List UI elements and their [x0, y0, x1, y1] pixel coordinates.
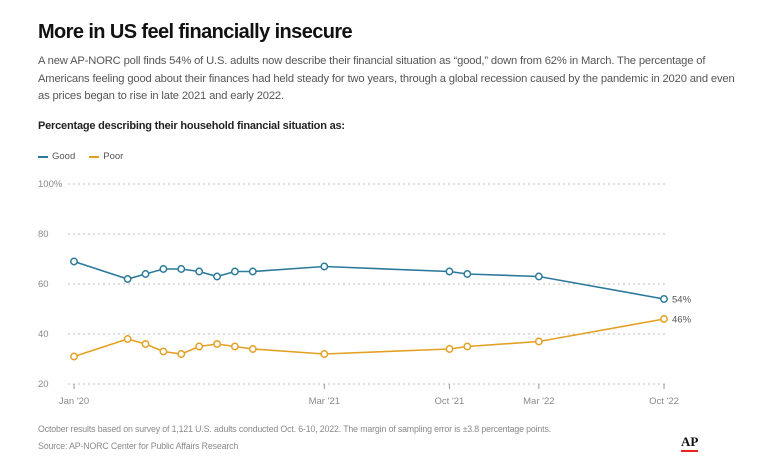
legend-swatch-good: [38, 155, 48, 158]
data-point-good: [445, 267, 454, 276]
axis-layer: 100% 80 60 40 20 Jan '20 Mar '21 Oct '21 Mar '22…: [38, 179, 679, 407]
ap-logo: AP: [681, 434, 699, 449]
x-tick-label: Mar '22: [523, 396, 554, 407]
data-point-poor: [248, 345, 257, 353]
data-point-poor: [660, 315, 668, 323]
chart-subtitle: A new AP-NORC poll finds 54% of U.S. adu…: [38, 55, 735, 102]
data-point-good: [320, 262, 329, 271]
x-tick-label: Oct '21: [435, 396, 465, 407]
line-chart: 100% 80 60 40 20 Jan '20 Mar '21 Oct '21 Mar '22…: [38, 179, 692, 407]
data-point-good: [463, 270, 472, 278]
chart-source: Source: AP-NORC Center for Public Affair…: [38, 441, 239, 451]
series-layer: 54% 46%: [70, 257, 692, 361]
ap-logo-underline: [681, 450, 698, 452]
x-tick-label: Jan '20: [59, 396, 89, 407]
data-point-good: [70, 257, 78, 266]
data-point-good: [159, 265, 168, 273]
data-point-poor: [177, 350, 186, 358]
data-point-good: [141, 270, 150, 278]
data-point-poor: [463, 342, 472, 351]
data-point-good: [195, 267, 204, 276]
data-point-poor: [320, 350, 329, 358]
data-point-poor: [230, 342, 239, 351]
data-point-good: [123, 275, 132, 283]
data-point-good: [230, 267, 239, 276]
data-point-poor: [123, 335, 132, 343]
y-tick-label: 60: [38, 279, 49, 290]
data-point-poor: [195, 342, 204, 351]
chart-title: More in US feel financially insecure: [38, 21, 353, 43]
x-tick-label: Oct '22: [649, 396, 679, 407]
data-point-poor: [159, 347, 168, 356]
data-point-good: [660, 295, 668, 303]
end-label-good: 54%: [672, 295, 692, 306]
data-point-good: [213, 272, 221, 281]
y-tick-label: 80: [38, 229, 49, 240]
data-point-poor: [213, 340, 221, 348]
data-point-poor: [534, 337, 543, 346]
y-tick-label: 40: [38, 329, 49, 340]
legend-swatch-poor: [89, 155, 100, 158]
end-label-poor: 46%: [672, 315, 692, 326]
y-tick-label: 100%: [38, 179, 63, 190]
data-point-good: [534, 272, 543, 281]
data-point-poor: [445, 345, 454, 353]
legend-label-poor: Poor: [103, 151, 124, 162]
chart-heading: Percentage describing their household fi…: [38, 120, 345, 132]
chart-footnote: October results based on survey of 1,121…: [38, 424, 552, 434]
y-tick-label: 20: [38, 379, 49, 390]
chart-legend: Good Poor: [38, 151, 123, 162]
legend-item-good: Good: [38, 151, 75, 162]
data-point-good: [248, 267, 257, 276]
data-point-poor: [141, 340, 150, 348]
legend-item-poor: Poor: [89, 151, 123, 162]
legend-label-good: Good: [52, 151, 76, 162]
data-point-poor: [70, 352, 78, 361]
x-tick-label: Mar '21: [309, 396, 340, 407]
data-point-good: [177, 265, 186, 273]
